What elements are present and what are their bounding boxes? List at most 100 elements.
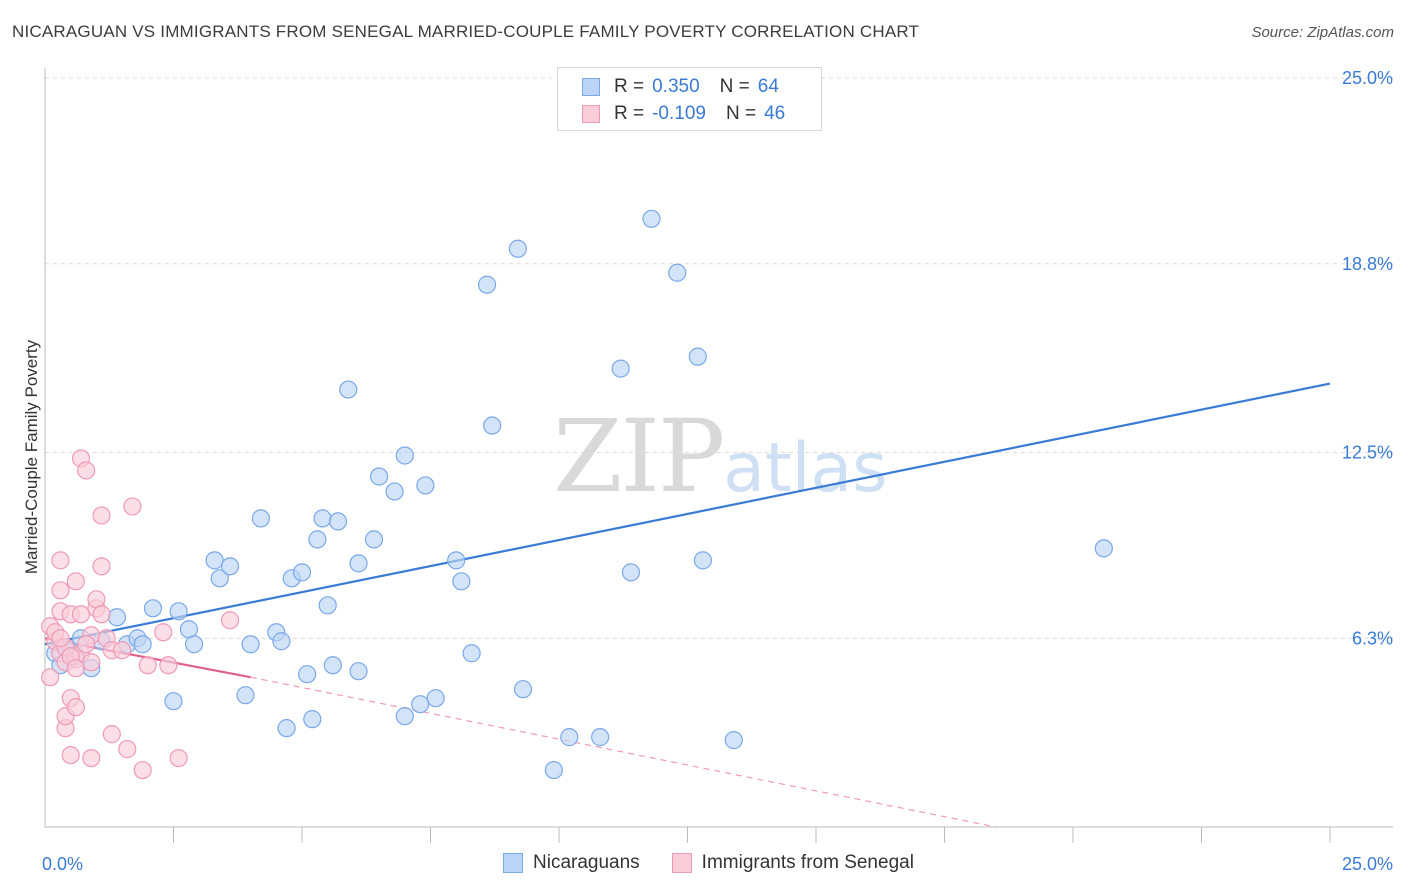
nicaraguans-point <box>364 530 384 549</box>
legend-r-value: -0.109 <box>652 103 706 124</box>
nicaraguans-point <box>508 239 527 258</box>
chart-title: NICARAGUAN VS IMMIGRANTS FROM SENEGAL MA… <box>12 22 920 41</box>
nicaraguans-point <box>426 689 445 708</box>
senegal-point <box>123 497 142 516</box>
legend-swatch-nicaraguans <box>582 78 600 96</box>
senegal-point <box>133 760 152 780</box>
series-swatch-senegal <box>671 853 692 873</box>
legend-swatch-senegal <box>582 105 600 123</box>
senegal-point <box>51 581 70 600</box>
nicaraguans-point <box>477 275 497 294</box>
series-label-nicaraguans: Nicaraguans <box>533 852 640 873</box>
senegal-point <box>92 506 111 525</box>
nicaraguans-point <box>328 512 348 531</box>
nicaraguans-point <box>236 686 255 705</box>
nicaraguans-point <box>395 707 414 726</box>
nicaraguans-point <box>621 563 641 582</box>
series-label-senegal: Immigrants from Senegal <box>701 852 914 873</box>
senegal-point <box>169 748 188 768</box>
nicaraguans-point <box>210 569 229 588</box>
nicaraguans-point <box>298 665 317 684</box>
legend-r-label: R = <box>614 76 645 97</box>
senegal-point <box>102 725 121 744</box>
nicaraguans-point <box>308 530 327 549</box>
y-tick-label: 6.3% <box>1352 628 1393 648</box>
nicaraguans-point <box>591 728 610 747</box>
nicaraguans-point <box>513 680 533 699</box>
series-legend-senegal[interactable]: Immigrants from Senegal <box>671 852 914 874</box>
watermark: ZIPatlas <box>553 398 888 515</box>
nicaraguans-point <box>339 380 358 399</box>
data-points <box>41 209 1113 780</box>
correlation-legend: R = 0.350 N = 64 R = -0.109 N = 46 <box>557 67 822 131</box>
series-legend-nicaraguans[interactable]: Nicaraguans <box>503 852 640 874</box>
nicaraguans-point <box>107 608 127 627</box>
senegal-trend-line-extension <box>250 676 997 828</box>
senegal-point <box>77 635 96 654</box>
nicaraguans-point <box>205 551 224 570</box>
y-tick-label: 12.5% <box>1342 443 1393 463</box>
senegal-point <box>220 611 240 630</box>
trend-lines <box>44 382 1331 828</box>
nicaraguans-point <box>349 662 368 681</box>
nicaraguans-point <box>313 509 332 528</box>
senegal-point <box>159 656 178 675</box>
nicaraguans-point <box>370 467 389 486</box>
source-label: Source: ZipAtlas.com <box>1251 24 1394 41</box>
nicaraguans-point <box>724 731 743 750</box>
nicaraguans-point <box>323 656 342 675</box>
nicaraguans-point <box>611 359 630 378</box>
nicaraguans-point <box>688 347 707 366</box>
senegal-point <box>61 745 80 765</box>
nicaraguans-point <box>447 551 466 570</box>
legend-row-senegal: R = -0.109 N = 46 <box>582 102 785 126</box>
senegal-point <box>118 740 137 759</box>
nicaraguans-point <box>411 695 430 714</box>
x-tick-label-left: 0.0% <box>42 854 83 874</box>
legend-row-nicaraguans: R = 0.350 N = 64 <box>582 75 779 99</box>
nicaraguans-point <box>169 602 188 621</box>
nicaraguans-point <box>164 692 183 711</box>
series-swatch-nicaraguans <box>503 853 523 873</box>
legend-n-value: 46 <box>764 103 786 124</box>
y-axis-label: Married-Couple Family Poverty <box>22 339 41 574</box>
x-tick-label-right: 25.0% <box>1342 854 1393 874</box>
nicaraguans-point <box>560 728 579 747</box>
legend-r-value: 0.350 <box>652 76 700 97</box>
watermark-atlas: atlas <box>723 429 888 508</box>
nicaraguans-point <box>416 476 435 495</box>
nicaraguans-point <box>143 599 163 618</box>
senegal-point <box>71 605 91 624</box>
senegal-point <box>51 551 70 570</box>
nicaraguans-trend-line <box>44 382 1331 646</box>
axes <box>44 68 1393 843</box>
nicaraguans-point <box>220 557 240 576</box>
nicaraguans-point <box>452 572 471 591</box>
senegal-point <box>77 461 96 480</box>
nicaraguans-point <box>184 635 204 654</box>
legend-n-label: N = <box>719 76 750 97</box>
watermark-zip: ZIP <box>553 398 725 515</box>
nicaraguans-point <box>462 644 481 663</box>
nicaraguans-point <box>272 632 291 651</box>
senegal-point <box>138 656 157 675</box>
senegal-point <box>82 748 101 768</box>
legend-n-value: 64 <box>757 76 779 97</box>
y-tick-label: 25.0% <box>1342 68 1393 88</box>
senegal-point <box>66 572 85 591</box>
nicaraguans-point <box>395 446 414 465</box>
nicaraguans-point <box>483 416 502 435</box>
nicaraguans-point <box>251 509 270 528</box>
senegal-point <box>66 659 85 678</box>
senegal-point <box>92 605 111 624</box>
tick-labels: 6.3% 12.5% 18.8% 25.0% 0.0% 25.0% <box>42 68 1393 874</box>
nicaraguans-point <box>303 710 322 729</box>
nicaraguans-point <box>642 209 661 228</box>
nicaraguans-point <box>544 760 563 780</box>
nicaraguans-point <box>349 554 368 573</box>
nicaraguans-point <box>133 635 152 654</box>
senegal-point <box>82 653 101 672</box>
senegal-point <box>92 557 111 576</box>
senegal-point <box>51 629 70 648</box>
